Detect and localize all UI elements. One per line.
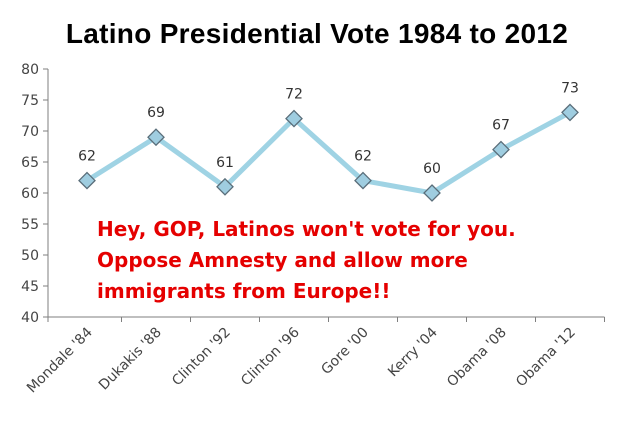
annotation-line: immigrants from Europe!!: [97, 279, 390, 303]
x-tick-label: Dukakis '88: [96, 325, 165, 394]
y-axis: 40 45 50 55 60 65 70 75 80: [21, 62, 49, 326]
series-line-path: [84, 109, 573, 196]
chart-title: Latino Presidential Vote 1984 to 2012: [65, 18, 569, 49]
data-label: 62: [354, 149, 372, 165]
y-tick-label: 65: [21, 155, 39, 171]
x-tick-label: Obama '12: [513, 325, 579, 391]
y-tick-label: 80: [21, 62, 39, 78]
data-point-marker: [423, 184, 441, 202]
data-labels: 62 69 61 72 62 60 67 73: [78, 80, 579, 177]
annotation-line: Hey, GOP, Latinos won't vote for you.: [97, 217, 516, 241]
y-tick-label: 70: [21, 124, 39, 140]
data-label: 61: [216, 155, 234, 171]
data-label: 73: [561, 80, 579, 96]
data-point-marker: [285, 109, 303, 128]
y-tick-label: 75: [21, 93, 39, 109]
annotation: Hey, GOP, Latinos won't vote for you. Opp…: [97, 217, 516, 303]
x-tick-label: Gore '00: [318, 325, 371, 378]
x-tick-label: Clinton '96: [238, 324, 303, 389]
annotation-line: Oppose Amnesty and allow more: [97, 248, 468, 272]
x-tick-label: Obama '08: [444, 325, 510, 391]
data-label: 72: [285, 87, 303, 103]
data-label: 67: [492, 118, 510, 134]
data-point-marker: [561, 103, 579, 122]
data-points: [78, 103, 579, 202]
x-tick-label: Kerry '04: [385, 324, 441, 380]
data-label: 62: [78, 149, 96, 165]
y-tick-label: 50: [21, 248, 39, 264]
data-point-marker: [147, 128, 165, 147]
y-tick-label: 60: [21, 186, 39, 202]
data-label: 69: [147, 105, 165, 121]
x-axis: Mondale '84 Dukakis '88 Clinton '92 Clinton…: [24, 316, 605, 396]
x-tick-label: Clinton '92: [169, 325, 234, 390]
data-point-marker: [492, 140, 510, 159]
data-point-marker: [78, 171, 96, 190]
y-tick-label: 40: [21, 310, 39, 326]
series-line: [84, 109, 573, 196]
data-point-marker: [216, 177, 234, 196]
y-tick-label: 45: [21, 279, 39, 295]
y-tick-label: 55: [21, 217, 39, 233]
data-point-marker: [354, 171, 372, 190]
data-label: 60: [423, 161, 441, 177]
x-tick-label: Mondale '84: [24, 324, 96, 396]
